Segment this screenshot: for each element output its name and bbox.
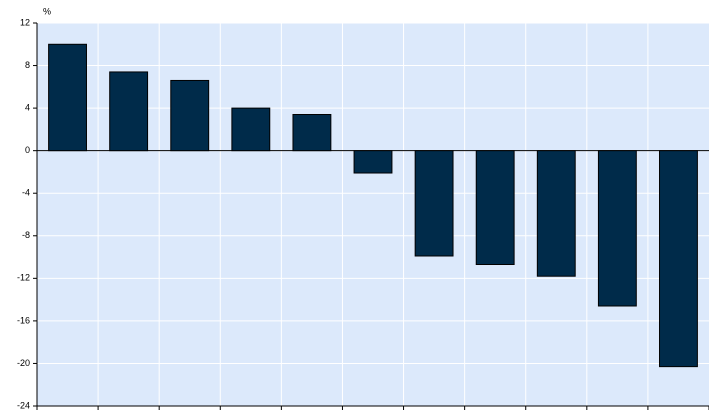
bar <box>48 43 87 152</box>
y-axis-label: % <box>43 6 51 16</box>
bar <box>109 71 149 152</box>
bar <box>475 150 515 266</box>
y-tick-label: -4 <box>22 188 30 198</box>
bar <box>414 150 454 257</box>
bar <box>536 150 576 277</box>
y-tick-label: -12 <box>17 273 30 283</box>
y-tick-label: 4 <box>25 102 30 112</box>
bar <box>353 150 393 174</box>
plot-area <box>37 23 709 406</box>
bar <box>659 150 698 368</box>
y-tick-label: -16 <box>17 315 30 325</box>
y-tick-label: -24 <box>17 400 30 410</box>
y-tick-label: 0 <box>25 145 30 155</box>
bar <box>292 113 332 152</box>
bar <box>231 107 271 152</box>
y-tick-label: -8 <box>22 230 30 240</box>
bar <box>597 150 637 307</box>
y-tick-label: -20 <box>17 358 30 368</box>
bar <box>170 79 210 152</box>
y-tick-label: 8 <box>25 60 30 70</box>
y-tick-label: 12 <box>20 17 30 27</box>
